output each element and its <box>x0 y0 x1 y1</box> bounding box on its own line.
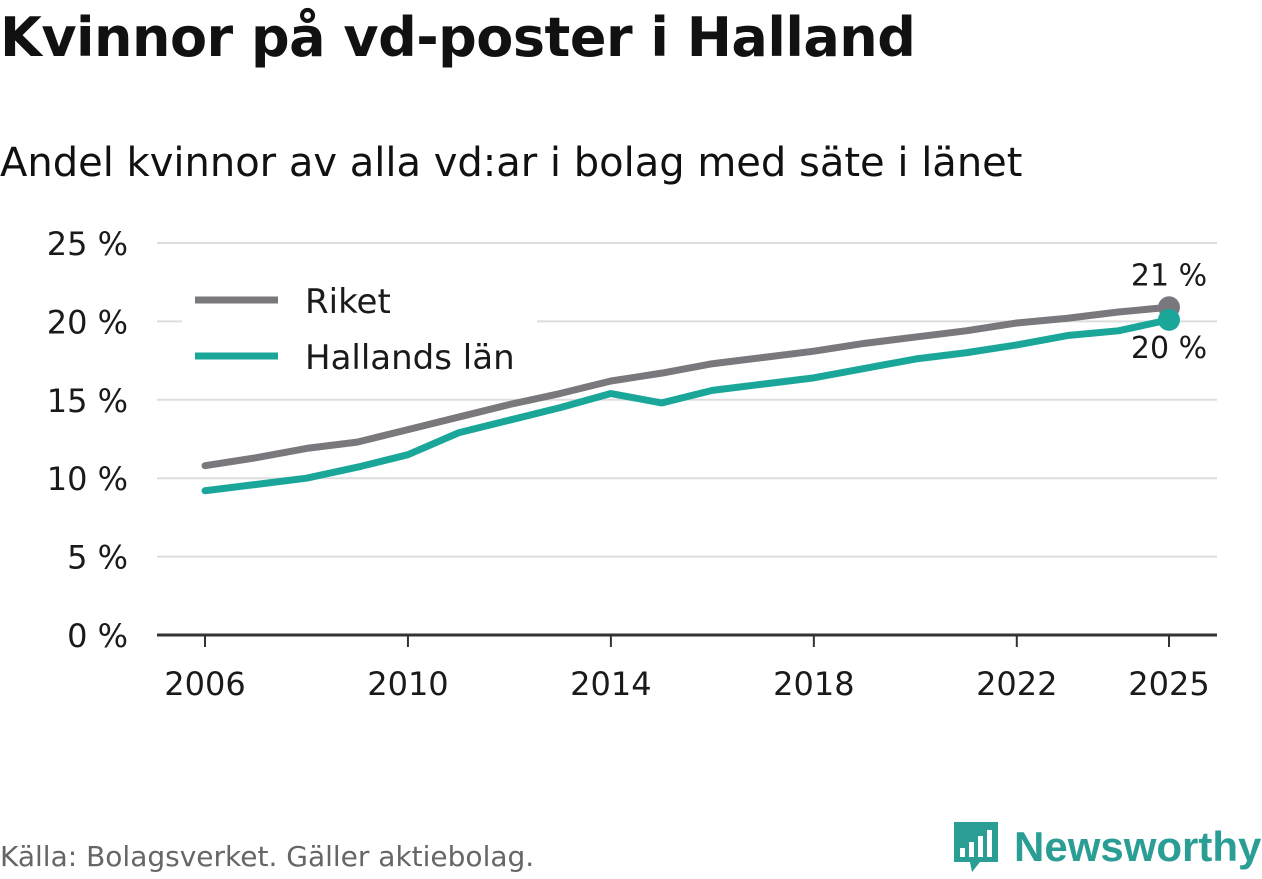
x-tick-label: 2010 <box>367 665 448 703</box>
endpoint-marker-halland <box>1158 308 1180 331</box>
brand-logo: Newsworthy <box>950 818 1261 876</box>
y-tick-label: 10 % <box>47 460 128 498</box>
x-tick-label: 2014 <box>570 665 651 703</box>
series-line-halland <box>201 316 1173 495</box>
line-chart: 0 %5 %10 %15 %20 %25 % 2006 2010 2014 2018 2… <box>47 225 1217 703</box>
source-note: Källa: Bolagsverket. Gäller aktiebolag. <box>0 840 535 873</box>
legend-label-riket: Riket <box>305 282 391 322</box>
series-line-riket <box>201 303 1173 470</box>
brand-name: Newsworthy <box>1014 823 1262 870</box>
y-tick-label: 15 % <box>47 382 128 420</box>
x-tick-label: 2022 <box>976 665 1057 703</box>
y-tick-label: 5 % <box>67 539 128 577</box>
x-tick-label: 2018 <box>773 665 854 703</box>
end-labels: 21 % 20 % <box>1131 258 1207 366</box>
end-label-riket: 21 % <box>1131 258 1207 293</box>
series-lines <box>201 296 1180 495</box>
x-tick-label: 2025 <box>1128 665 1209 703</box>
x-axis-ticks: 2006 2010 2014 2018 2022 2025 <box>164 635 1210 703</box>
chart-subtitle: Andel kvinnor av alla vd:ar i bolag med … <box>0 140 1023 186</box>
end-label-halland: 20 % <box>1131 331 1207 366</box>
bar-chart-icon <box>954 822 998 872</box>
legend-label-hallands-lan: Hallands län <box>305 338 515 378</box>
y-tick-label: 25 % <box>47 225 128 263</box>
chart-title: Kvinnor på vd-poster i Halland <box>0 6 916 69</box>
y-tick-label: 0 % <box>67 617 128 655</box>
y-axis-ticks: 0 % 5 % 10 % 15 % 20 % 25 % <box>47 225 128 655</box>
x-tick-label: 2006 <box>164 665 245 703</box>
legend: Riket Hallands län <box>182 268 537 378</box>
y-tick-label: 20 % <box>47 303 128 341</box>
